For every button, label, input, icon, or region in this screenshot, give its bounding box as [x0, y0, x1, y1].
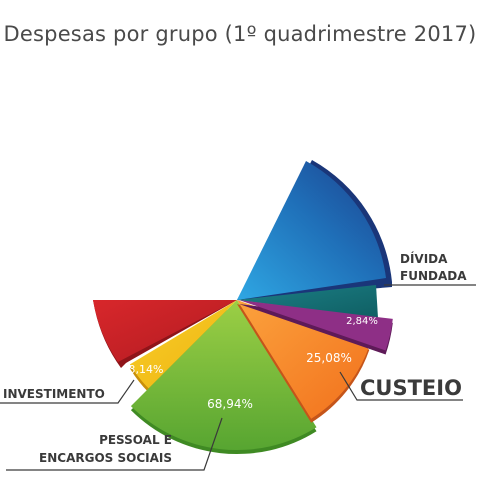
label-custeio: CUSTEIO: [360, 376, 462, 400]
label-divida-line2: FUNDADA: [400, 269, 467, 283]
label-pessoal-line2: ENCARGOS SOCIAIS: [39, 451, 172, 465]
red-wedge-face: [93, 300, 237, 362]
chart-title: Despesas por grupo (1º quadrimestre 2017…: [3, 22, 477, 46]
slice-pessoal: [130, 300, 317, 451]
label-pessoal-line1: PESSOAL E: [99, 433, 172, 447]
slice-investimento-value: 3,14%: [129, 363, 164, 376]
leader-investimento: [0, 379, 135, 404]
teal-wedge: [237, 285, 378, 318]
blue-wedge-face: [237, 161, 386, 300]
labels: DÍVIDA FUNDADA CUSTEIO INVESTIMENTO PESSOAL …: [0, 251, 476, 471]
slice-divida-value: 2,84%: [346, 316, 378, 327]
slice-pessoal-value: 68,94%: [207, 397, 253, 411]
slices: 2,84% 25,08% 68,94% 3,14%: [129, 300, 393, 455]
leader-custeio: [339, 371, 463, 401]
slice-divida-edge: [239, 304, 393, 355]
label-investimento: INVESTIMENTO: [3, 387, 105, 401]
slice-investimento: [129, 300, 237, 389]
label-divida-line1: DÍVIDA: [400, 251, 448, 266]
slice-divida: [239, 300, 393, 351]
slice-custeio: [237, 300, 370, 419]
leader-pessoal: [6, 417, 223, 471]
slice-custeio-value: 25,08%: [306, 351, 352, 365]
